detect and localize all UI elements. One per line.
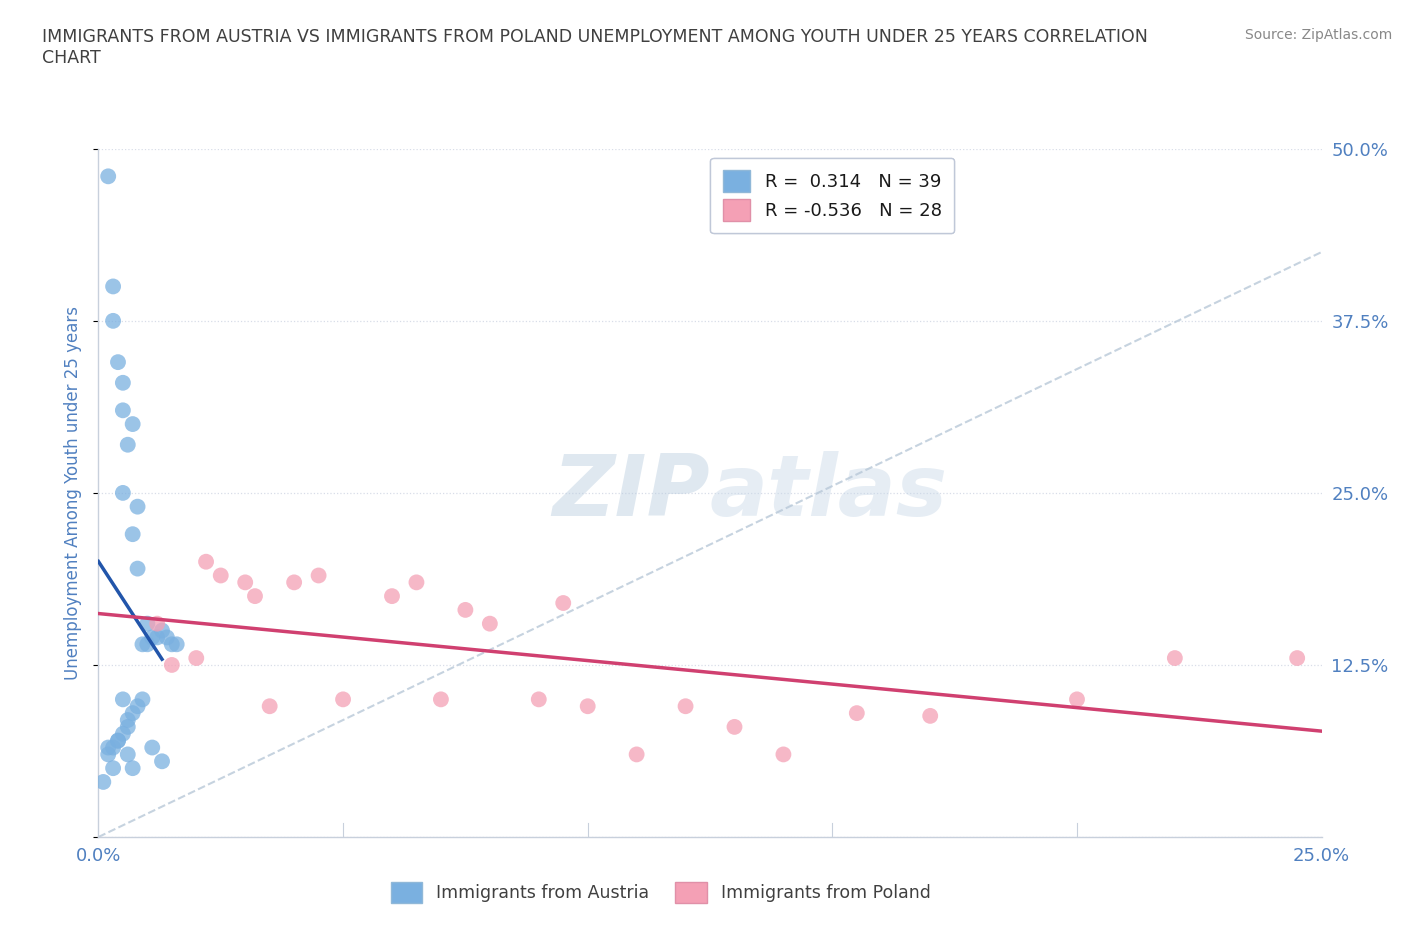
Point (845, 706, 868, 721)
Point (101, 761, 124, 776)
Point (117, 437, 139, 452)
Point (478, 617, 501, 631)
Point (107, 354, 129, 369)
Point (195, 554, 218, 569)
Point (131, 692, 153, 707)
Point (675, 698, 697, 713)
Point (146, 617, 169, 631)
Point (97, 740, 120, 755)
Point (1286, 651, 1309, 666)
Point (127, 698, 149, 713)
Point (131, 637, 153, 652)
Point (626, 747, 648, 762)
Point (117, 747, 139, 762)
Legend: R =  0.314   N = 39, R = -0.536   N = 28: R = 0.314 N = 39, R = -0.536 N = 28 (710, 158, 955, 233)
Point (553, 595, 575, 610)
Point (332, 692, 354, 707)
Text: Source: ZipAtlas.com: Source: ZipAtlas.com (1244, 28, 1392, 42)
Point (121, 526, 143, 541)
Point (111, 692, 134, 707)
Point (136, 617, 159, 631)
Point (920, 709, 942, 724)
Point (111, 376, 134, 391)
Point (97, 747, 120, 762)
Point (141, 740, 163, 755)
Point (156, 630, 179, 644)
Point (308, 568, 330, 583)
Point (121, 706, 143, 721)
Point (381, 589, 404, 604)
Point (454, 603, 477, 618)
Point (107, 733, 129, 748)
Point (1164, 651, 1187, 666)
Point (97, 169, 120, 184)
Point (1066, 692, 1088, 707)
Point (101, 313, 124, 328)
Point (117, 712, 139, 727)
Point (723, 720, 745, 735)
Point (576, 698, 599, 713)
Y-axis label: Unemployment Among Youth under 25 years: Unemployment Among Youth under 25 years (65, 306, 83, 680)
Point (111, 403, 134, 418)
Point (150, 623, 173, 638)
Point (101, 740, 124, 755)
Text: atlas: atlas (710, 451, 948, 535)
Point (186, 651, 208, 666)
Text: IMMIGRANTS FROM AUSTRIA VS IMMIGRANTS FROM POLAND UNEMPLOYMENT AMONG YOUTH UNDER: IMMIGRANTS FROM AUSTRIA VS IMMIGRANTS FR… (42, 28, 1149, 67)
Point (121, 417, 143, 432)
Point (527, 692, 550, 707)
Point (127, 561, 149, 576)
Point (150, 754, 173, 769)
Point (101, 279, 124, 294)
Point (430, 692, 453, 707)
Point (136, 637, 159, 652)
Point (233, 575, 256, 590)
Point (121, 761, 143, 776)
Point (141, 630, 163, 644)
Point (209, 568, 232, 583)
Point (160, 637, 183, 652)
Point (283, 575, 305, 590)
Point (405, 575, 427, 590)
Point (111, 485, 134, 500)
Point (111, 726, 134, 741)
Point (107, 733, 129, 748)
Point (91, 775, 114, 790)
Point (259, 698, 281, 713)
Legend: Immigrants from Austria, Immigrants from Poland: Immigrants from Austria, Immigrants from… (382, 873, 939, 912)
Point (772, 747, 794, 762)
Point (166, 637, 188, 652)
Point (117, 720, 139, 735)
Point (146, 630, 169, 644)
Point (127, 499, 149, 514)
Text: ZIP: ZIP (553, 451, 710, 535)
Point (160, 658, 183, 672)
Point (243, 589, 266, 604)
